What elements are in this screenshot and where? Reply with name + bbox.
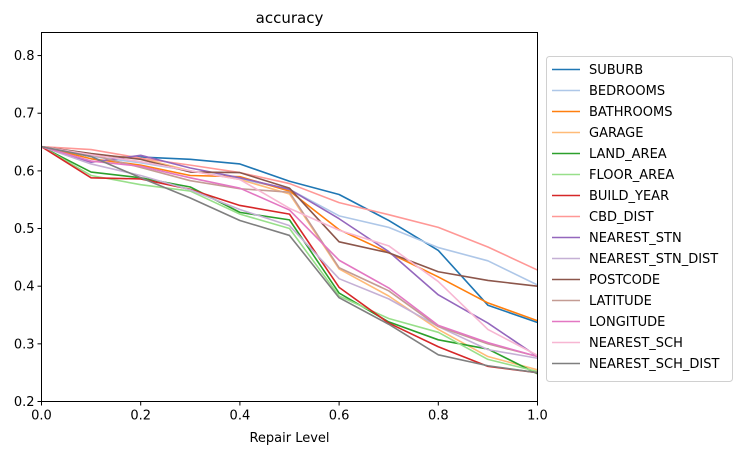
legend-entry-label: NEAREST_SCH <box>589 336 683 351</box>
series-line-cbd-dist <box>41 145 538 271</box>
series-line-nearest-sch-dist <box>41 145 538 374</box>
legend: SUBURB BEDROOMS BATHROOMS GARAGE LAND_AREA FL… <box>546 56 733 382</box>
legend-entry-label: POSTCODE <box>589 273 660 288</box>
chart-title: accuracy <box>256 9 324 27</box>
x-tick-label: 0.4 <box>230 409 251 424</box>
y-tick-label: 0.5 <box>14 222 35 237</box>
y-tick-label: 0.4 <box>14 280 35 295</box>
series-line-postcode <box>41 145 538 287</box>
series-line-land-area <box>41 145 538 375</box>
x-tick-label: 0.8 <box>428 409 449 424</box>
legend-entry-label: CBD_DIST <box>589 210 654 225</box>
series-line-longitude <box>41 145 538 358</box>
y-tick-label: 0.7 <box>14 107 35 122</box>
x-tick-label: 0.0 <box>31 409 52 424</box>
legend-entry-label: BATHROOMS <box>589 105 672 120</box>
legend-entry-label: NEAREST_STN <box>589 231 682 246</box>
x-tick-label: 0.2 <box>130 409 151 424</box>
legend-entry-label: NEAREST_STN_DIST <box>589 252 718 267</box>
series-line-build-year <box>41 145 538 374</box>
y-tick-label: 0.3 <box>14 337 35 352</box>
x-axis: 0.0 0.2 0.4 0.6 0.8 1.0 <box>31 401 548 424</box>
legend-entry-label: FLOOR_AREA <box>589 168 674 183</box>
legend-box <box>546 56 733 382</box>
x-axis-label: Repair Level <box>249 431 329 446</box>
series-line-floor-area <box>41 145 538 373</box>
legend-entry-label: BUILD_YEAR <box>589 189 669 204</box>
x-tick-label: 1.0 <box>527 409 548 424</box>
legend-entry-label: LATITUDE <box>589 294 652 309</box>
series-line-suburb <box>41 145 538 324</box>
y-tick-label: 0.2 <box>14 395 35 410</box>
y-tick-label: 0.8 <box>14 49 35 64</box>
y-tick-label: 0.6 <box>14 164 35 179</box>
legend-entry-label: SUBURB <box>589 63 643 78</box>
legend-entry-label: LAND_AREA <box>589 147 667 162</box>
legend-entry-label: LONGITUDE <box>589 315 665 330</box>
series-line-bathrooms <box>41 145 538 322</box>
series-line-latitude <box>41 145 538 358</box>
legend-entry-label: NEAREST_SCH_DIST <box>589 357 719 372</box>
series-line-nearest-sch <box>41 145 538 357</box>
plot-frame <box>41 32 538 402</box>
y-axis: 0.2 0.3 0.4 0.5 0.6 0.7 0.8 <box>14 49 42 410</box>
plot-lines <box>41 145 538 375</box>
legend-entry-label: GARAGE <box>589 126 643 141</box>
legend-entry-label: BEDROOMS <box>589 84 665 99</box>
x-tick-label: 0.6 <box>329 409 350 424</box>
series-line-nearest-stn-dist <box>41 145 538 360</box>
